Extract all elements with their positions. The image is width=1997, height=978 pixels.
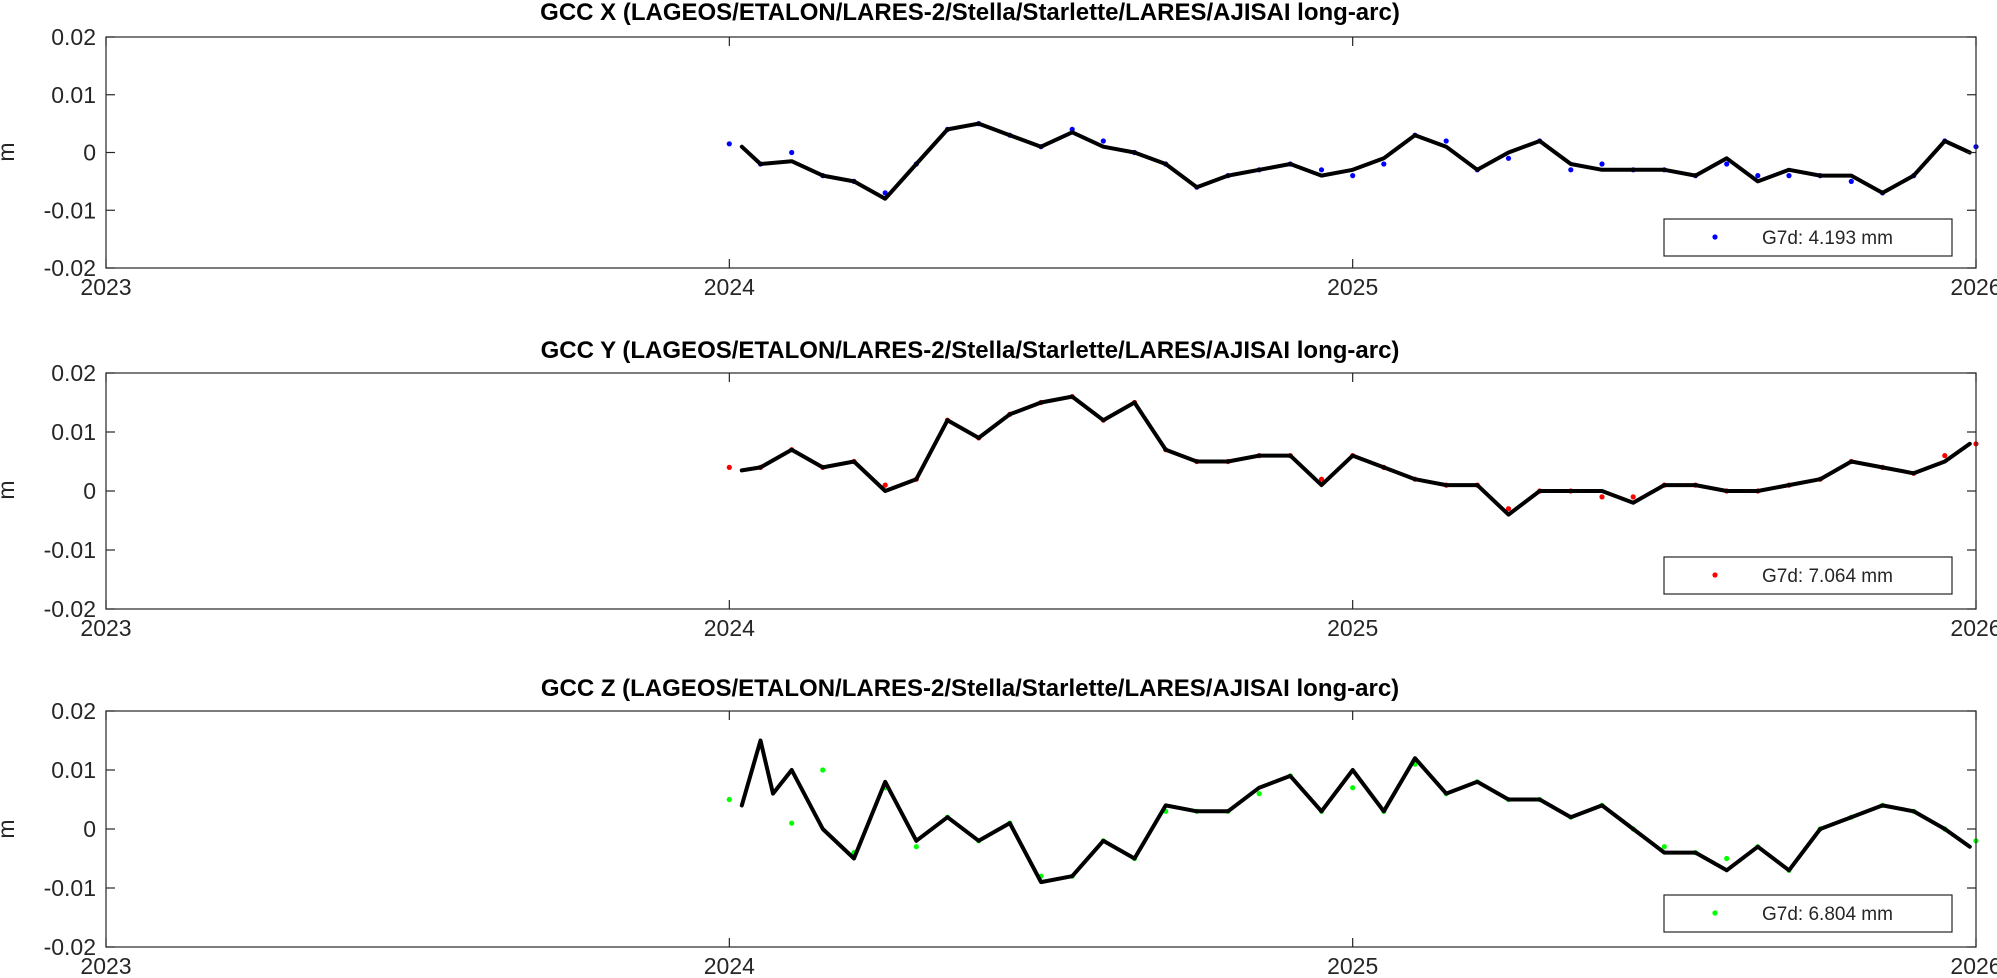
data-point <box>1786 173 1792 179</box>
data-point <box>1350 785 1356 791</box>
legend-box <box>1663 894 1953 933</box>
legend-box <box>1663 218 1953 257</box>
plot-area <box>726 738 1979 885</box>
smoothed-series-line <box>739 394 1972 517</box>
y-tick-label: -0.01 <box>44 875 96 901</box>
y-tick-label: 0.01 <box>51 82 96 108</box>
legend-label: G7d: 7.064 mm <box>1762 566 1893 587</box>
y-tick-label: 0.02 <box>51 360 96 386</box>
panel-gcc-z: GCC Z (LAGEOS/ETALON/LARES-2/Stella/Star… <box>0 675 1997 978</box>
legend-box <box>1663 556 1953 595</box>
data-point <box>1755 173 1761 179</box>
y-tick-label: -0.02 <box>44 255 96 281</box>
data-point <box>789 149 795 156</box>
x-tick-label: 2026 <box>1950 953 1997 978</box>
data-point <box>1318 476 1325 482</box>
x-tick-label: 2023 <box>80 953 131 978</box>
legend-label: G7d: 4.193 mm <box>1762 228 1893 249</box>
panel-title: GCC Z (LAGEOS/ETALON/LARES-2/Stella/Star… <box>541 675 1399 702</box>
x-tick-label: 2024 <box>704 615 755 641</box>
data-point <box>1848 178 1854 184</box>
data-point <box>1599 494 1605 500</box>
data-point <box>726 464 732 470</box>
data-point <box>1724 161 1730 167</box>
y-tick-label: 0.02 <box>51 24 96 50</box>
plot-area <box>726 394 1979 517</box>
x-tick-label: 2024 <box>704 274 755 300</box>
x-tick-label: 2025 <box>1327 274 1378 300</box>
data-point <box>882 482 888 488</box>
y-tick-label: -0.02 <box>44 934 96 960</box>
data-point <box>1599 161 1605 167</box>
x-tick-label: 2023 <box>80 274 131 300</box>
y-tick-label: -0.01 <box>44 537 96 563</box>
tick-group: 2023 2024 2025 2026 0.02 0.01 0 -0.01 -0.02 <box>44 698 1997 978</box>
y-tick-label: 0.01 <box>51 419 96 445</box>
y-tick-label: 0.01 <box>51 757 96 783</box>
legend-marker <box>1712 910 1718 916</box>
data-point <box>1350 173 1356 179</box>
data-point <box>1100 138 1106 144</box>
data-point <box>1568 167 1574 173</box>
tick-group: 2023 2024 2025 2026 0.02 0.01 0 -0.01 -0.02 <box>44 24 1997 300</box>
data-point <box>913 844 919 850</box>
x-tick-label: 2026 <box>1950 615 1997 641</box>
y-tick-label: 0.02 <box>51 698 96 724</box>
data-point <box>1724 855 1730 862</box>
data-point <box>1942 453 1948 459</box>
plot-area <box>726 121 1979 201</box>
data-point <box>1505 155 1512 161</box>
tick-group: 2023 2024 2025 2026 0.02 0.01 0 -0.01 -0.02 <box>44 360 1997 641</box>
legend: G7d: 4.193 mm <box>1663 218 1953 257</box>
data-point <box>1318 167 1325 173</box>
y-tick-label: 0 <box>83 816 96 842</box>
x-tick-label: 2026 <box>1950 274 1997 300</box>
x-tick-label: 2024 <box>704 953 755 978</box>
panel-gcc-x: GCC X (LAGEOS/ETALON/LARES-2/Stella/Star… <box>0 0 1997 300</box>
data-point <box>726 141 732 147</box>
legend: G7d: 7.064 mm <box>1663 556 1953 595</box>
y-tick-label: -0.02 <box>44 596 96 622</box>
x-tick-label: 2025 <box>1327 615 1378 641</box>
data-point <box>820 767 826 773</box>
x-tick-label: 2025 <box>1327 953 1378 978</box>
data-point <box>1630 494 1636 500</box>
legend-marker <box>1712 234 1718 240</box>
y-axis-label: m <box>0 819 19 838</box>
data-point <box>789 820 795 826</box>
y-tick-label: 0 <box>83 478 96 504</box>
data-point <box>1381 161 1387 167</box>
y-tick-label: -0.01 <box>44 197 96 223</box>
panel-gcc-y: GCC Y (LAGEOS/ETALON/LARES-2/Stella/Star… <box>0 337 1997 641</box>
y-tick-label: 0 <box>83 140 96 166</box>
smoothed-series-line <box>739 738 1972 885</box>
data-point <box>882 190 888 196</box>
x-tick-label: 2023 <box>80 615 131 641</box>
data-point <box>1661 844 1667 850</box>
data-point <box>726 796 732 803</box>
data-point <box>1443 138 1449 144</box>
legend: G7d: 6.804 mm <box>1663 894 1953 933</box>
y-axis-label: m <box>0 480 19 499</box>
legend-label: G7d: 6.804 mm <box>1762 904 1893 925</box>
y-axis-label: m <box>0 142 19 161</box>
smoothed-series-line <box>739 121 1972 201</box>
data-point <box>1505 506 1512 512</box>
data-point <box>1256 791 1262 797</box>
panel-title: GCC X (LAGEOS/ETALON/LARES-2/Stella/Star… <box>540 0 1400 26</box>
panel-title: GCC Y (LAGEOS/ETALON/LARES-2/Stella/Star… <box>541 337 1400 364</box>
legend-marker <box>1712 572 1718 578</box>
